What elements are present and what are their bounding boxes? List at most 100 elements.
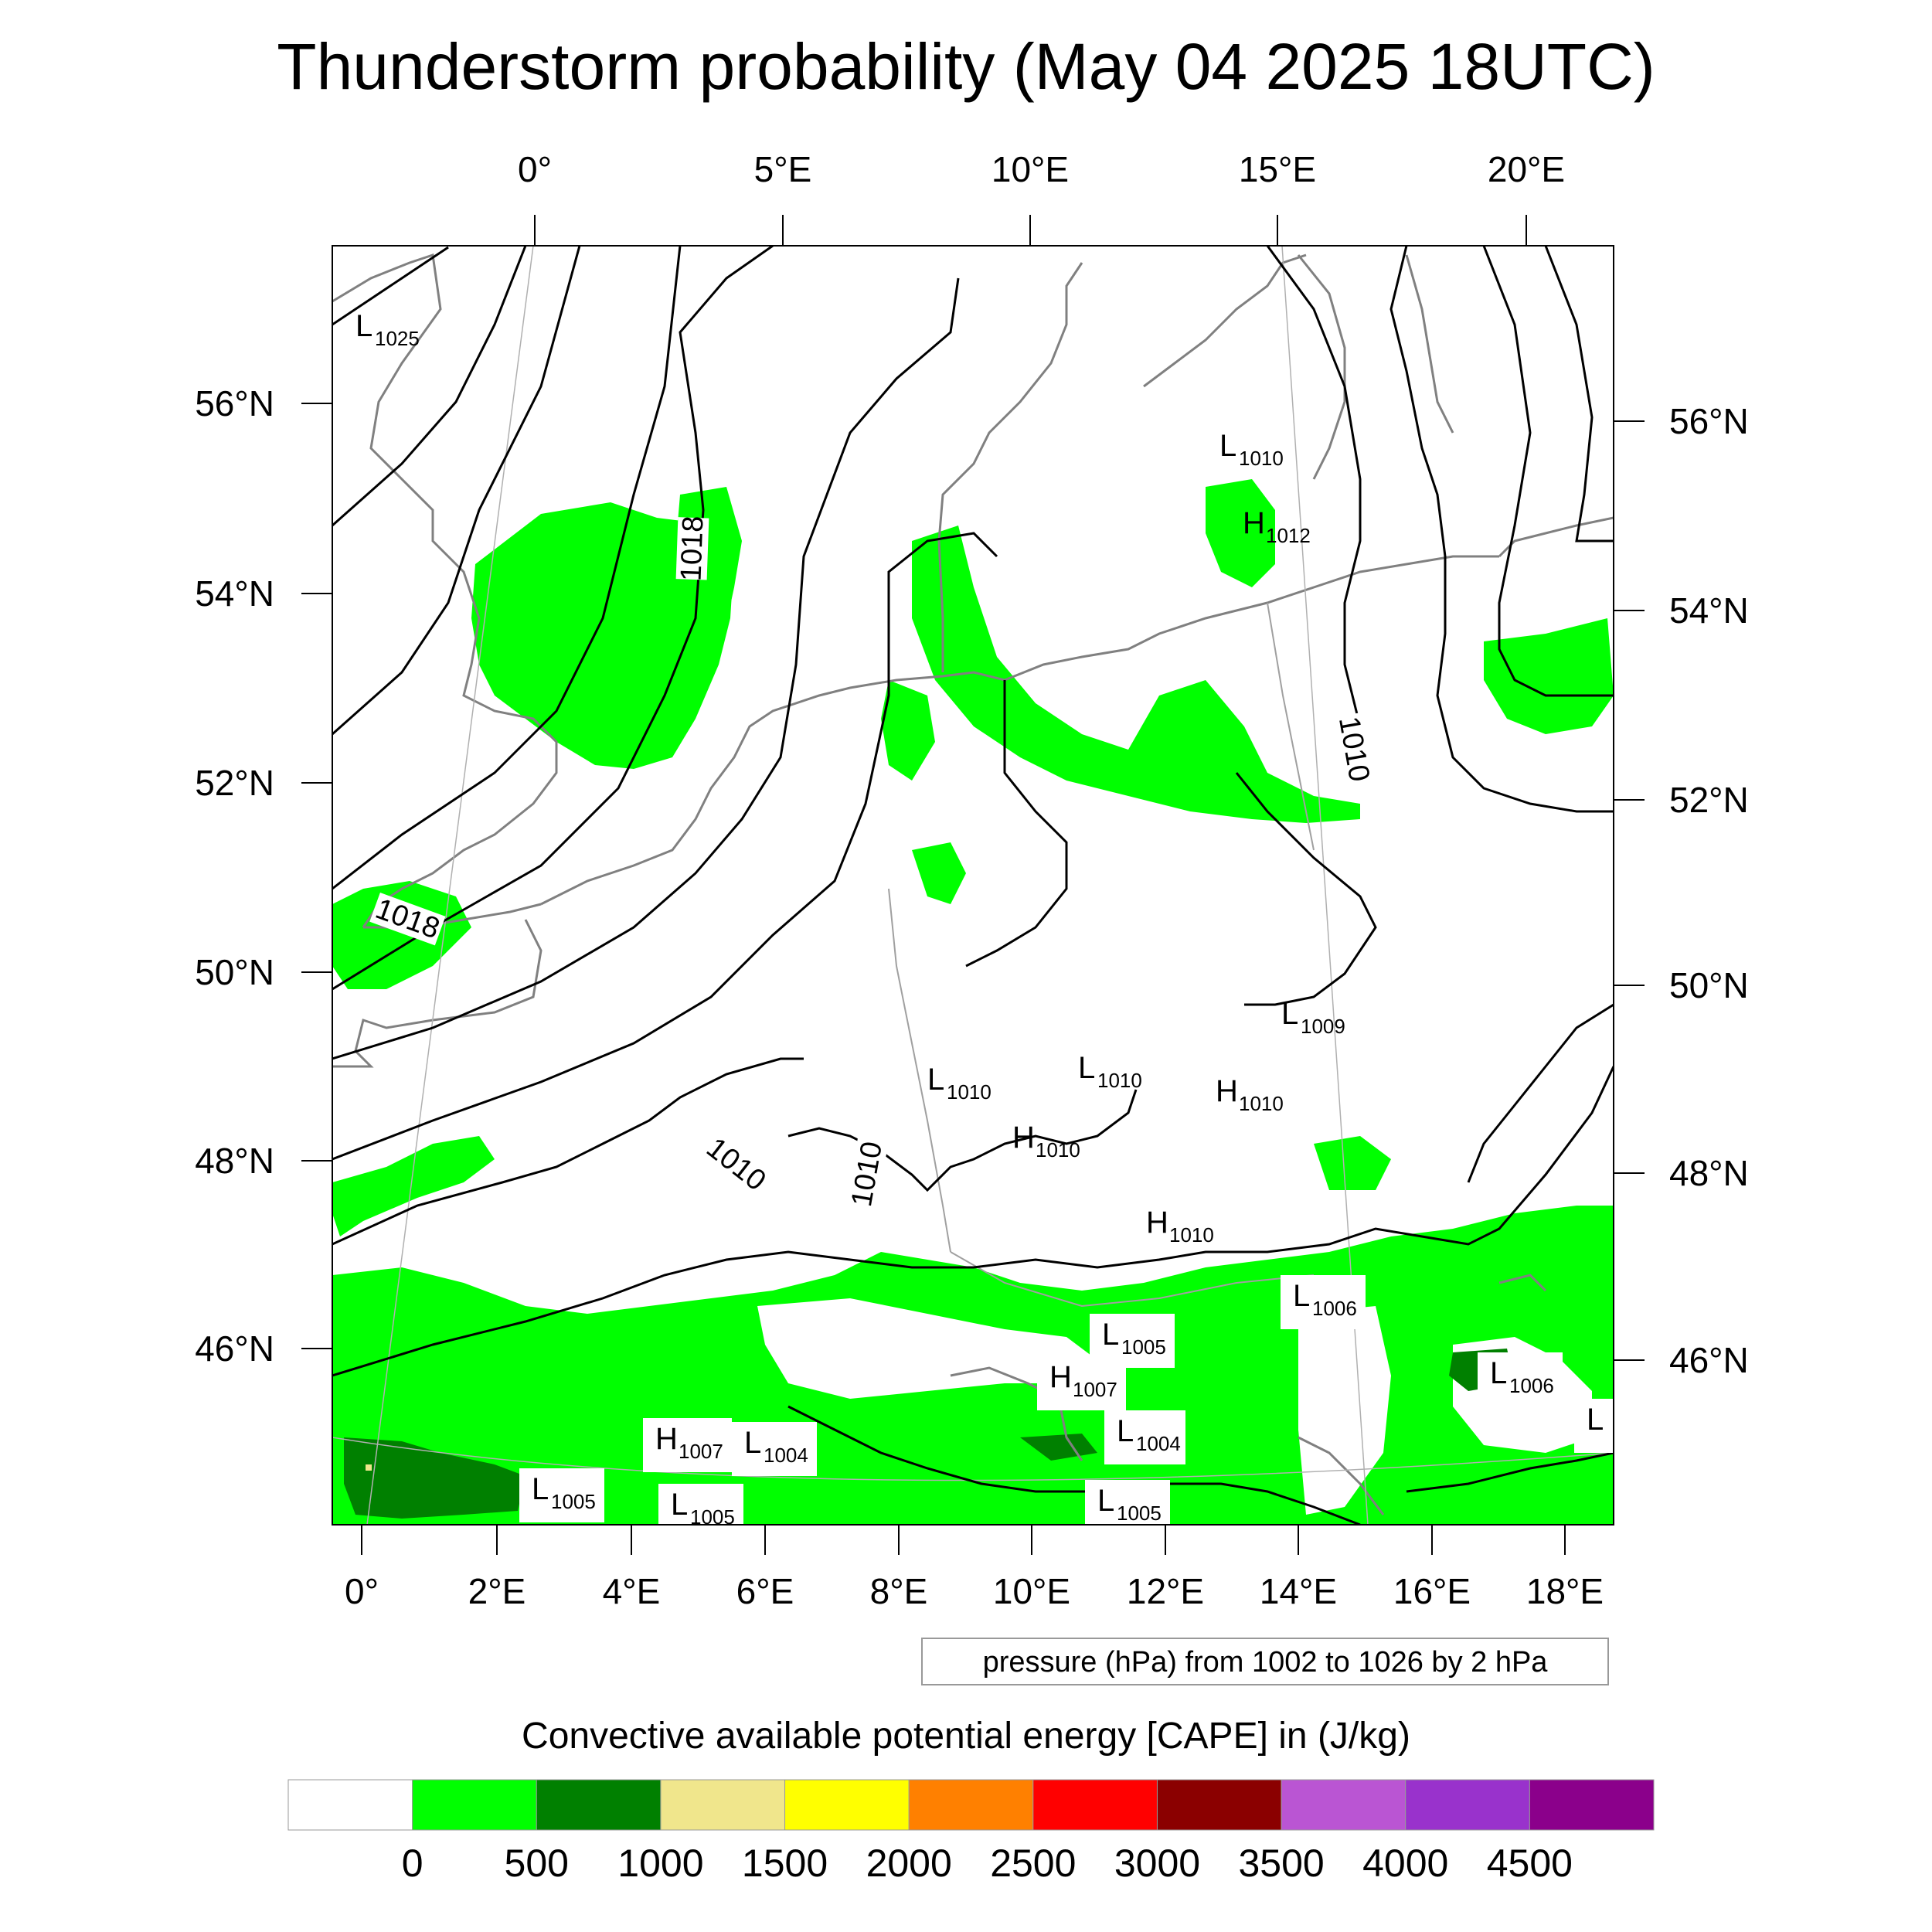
coast-denmark (937, 262, 1083, 672)
pressure-center: L 1006 (1281, 1275, 1366, 1329)
lon-label: 10°E (992, 149, 1069, 189)
coast-balaton (1498, 1274, 1547, 1292)
pressure-center: L 1010 (1078, 1051, 1142, 1092)
lat-label: 54°N (195, 573, 274, 614)
clear-adriatic (1298, 1306, 1391, 1515)
colorbar (287, 1779, 1655, 1831)
pressure-center-type: L (1097, 1484, 1114, 1518)
colorbar-tick-label: 2000 (866, 1842, 952, 1885)
contour-info-box: pressure (hPa) from 1002 to 1026 by 2 hP… (921, 1638, 1609, 1685)
colorbar-tick-label: 1000 (617, 1842, 703, 1885)
border-alps (950, 1251, 1315, 1308)
pressure-center-type: L (1587, 1403, 1604, 1437)
lat-label: 52°N (1669, 780, 1749, 820)
pressure-center-value: 1010 (1239, 447, 1284, 470)
pressure-center-type: L (744, 1426, 761, 1460)
pressure-center: H 1012 (1243, 506, 1311, 547)
cape-region-netherlands (881, 680, 935, 781)
colorbar-swatch (1529, 1779, 1655, 1831)
lat-label: 48°N (195, 1141, 274, 1181)
isobar-17 (1467, 1003, 1614, 1183)
pressure-center-type: L (1078, 1051, 1095, 1085)
pressure-center: L (1574, 1399, 1614, 1453)
lon-label: 15°E (1239, 149, 1316, 189)
cape-region-north-sea (471, 502, 734, 769)
pressure-center: H 1007 (643, 1418, 732, 1472)
colorbar-swatch (1281, 1779, 1406, 1831)
border-france-germany (888, 888, 951, 1253)
coast-baltic-east (1405, 254, 1454, 434)
pressure-center-type: L (1117, 1414, 1134, 1448)
graticule-lat-44 (332, 1437, 1614, 1481)
cape-region-england (332, 881, 471, 989)
lon-label: 16°E (1393, 1571, 1471, 1611)
isobar-10 (787, 1089, 1138, 1192)
pressure-center-value: 1010 (1036, 1138, 1080, 1162)
map-area: 1018 1018 1010 1010 1010 L 102 (332, 246, 1614, 1529)
border-germany-poland (1267, 602, 1315, 851)
isobar-12 (1235, 772, 1377, 1006)
colorbar-tick-label: 1500 (742, 1842, 828, 1885)
pressure-center-type: L (355, 309, 372, 343)
cape-high-spot (366, 1464, 372, 1471)
pressure-center-value: 1004 (764, 1444, 808, 1467)
colorbar-swatch (908, 1779, 1034, 1831)
pressure-center-value: 1005 (551, 1490, 596, 1513)
isobar-9 (332, 1066, 1614, 1377)
contour-label: 1010 (845, 1139, 889, 1209)
isobar-1 (332, 246, 449, 326)
contour-labels: 1018 1018 1010 1010 1010 (369, 515, 1376, 1212)
isobar-15 (1482, 246, 1614, 697)
isobar-19 (1406, 1451, 1614, 1493)
pressure-center-value: 1006 (1312, 1297, 1357, 1320)
isobar-2 (332, 246, 527, 527)
lon-label: 0° (518, 149, 552, 189)
lon-label: 0° (345, 1571, 379, 1611)
borders (888, 602, 1315, 1308)
coast-uk-east (332, 253, 558, 928)
contour-label: 1018 (675, 515, 710, 582)
lat-label: 46°N (195, 1328, 274, 1369)
colorbar-labels: 0 500 1000 1500 2000 2500 3000 3500 4000 4500 (402, 1842, 1573, 1885)
pressure-center-type: L (532, 1472, 549, 1506)
pressure-center-type: H (655, 1422, 678, 1456)
coast-germany-north (1004, 555, 1499, 682)
pressure-center-type: L (927, 1063, 944, 1097)
pressure-center-value: 1010 (947, 1080, 992, 1104)
pressure-center-value: 1007 (679, 1440, 723, 1463)
lon-label: 10°E (993, 1571, 1070, 1611)
pressure-center-value: 1010 (1239, 1092, 1284, 1115)
pressure-center-value: 1005 (690, 1505, 735, 1529)
map-title: Thunderstorm probability (May 04 2025 18… (277, 30, 1655, 103)
lon-label: 18°E (1526, 1571, 1604, 1611)
pressure-center: L 1009 (1281, 997, 1345, 1038)
coast-sweden-east (1297, 254, 1346, 480)
coast-poland-lithuania (1498, 516, 1614, 558)
coast-france-north (332, 919, 543, 1068)
pressure-center-type: H (1146, 1206, 1168, 1240)
contour-label: 1010 (1332, 714, 1376, 784)
colorbar-swatch (1156, 1779, 1282, 1831)
pressure-centers: L 1025 L 1010 H 1012 L 1009 L 1010 L 101… (355, 309, 1614, 1529)
pressure-center: L 1005 (1090, 1314, 1175, 1368)
lat-label: 56°N (195, 383, 274, 423)
cape-dark-gulf-lion (344, 1437, 526, 1519)
pressure-center-type: H (1243, 506, 1265, 540)
lon-label: 14°E (1260, 1571, 1337, 1611)
pressure-center: L 1010 (927, 1063, 992, 1104)
pressure-center: L 1005 (1085, 1480, 1170, 1525)
isobar-11 (965, 680, 1068, 968)
map-frame (332, 245, 1614, 1526)
cape-region-czech (1314, 1136, 1391, 1190)
top-lon-labels: 0° 5°E 10°E 15°E 20°E (518, 149, 1565, 189)
lon-label: 12°E (1127, 1571, 1204, 1611)
colorbar-swatch (784, 1779, 910, 1831)
isobars (332, 246, 1614, 1525)
lat-label: 52°N (195, 763, 274, 803)
colorbar-tick-label: 500 (505, 1842, 569, 1885)
colorbar-swatch (536, 1779, 662, 1831)
colorbar-swatch (660, 1779, 786, 1831)
cape-region-poland (1484, 618, 1614, 734)
pressure-center-value: 1009 (1301, 1015, 1345, 1038)
